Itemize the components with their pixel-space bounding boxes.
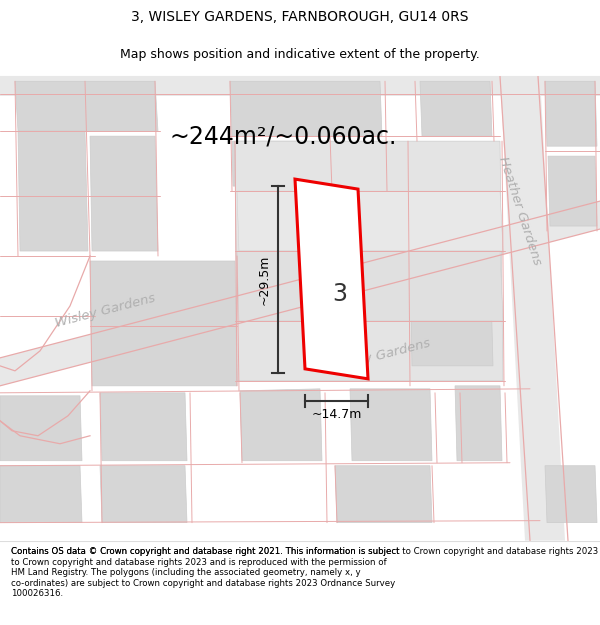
Polygon shape <box>90 261 237 386</box>
Text: 3: 3 <box>332 282 347 306</box>
Polygon shape <box>0 201 600 386</box>
Polygon shape <box>235 141 503 381</box>
Text: ~14.7m: ~14.7m <box>311 408 362 421</box>
Text: Contains OS data © Crown copyright and database right 2021. This information is : Contains OS data © Crown copyright and d… <box>11 548 400 598</box>
Polygon shape <box>0 396 82 461</box>
Polygon shape <box>500 76 565 541</box>
Text: Contains OS data © Crown copyright and database right 2021. This information is : Contains OS data © Crown copyright and d… <box>11 548 600 556</box>
Polygon shape <box>230 81 382 136</box>
Polygon shape <box>420 81 492 136</box>
Polygon shape <box>18 131 88 251</box>
Text: Heather Gardens: Heather Gardens <box>496 155 544 267</box>
Polygon shape <box>335 466 432 522</box>
Polygon shape <box>100 466 187 522</box>
Polygon shape <box>15 81 158 131</box>
Polygon shape <box>0 76 600 96</box>
Polygon shape <box>545 466 597 522</box>
Text: Wisley Gardens: Wisley Gardens <box>328 337 431 375</box>
Text: 3, WISLEY GARDENS, FARNBOROUGH, GU14 0RS: 3, WISLEY GARDENS, FARNBOROUGH, GU14 0RS <box>131 10 469 24</box>
Text: ~244m²/~0.060ac.: ~244m²/~0.060ac. <box>170 124 397 148</box>
Polygon shape <box>548 156 597 226</box>
Polygon shape <box>90 136 158 251</box>
Polygon shape <box>237 251 503 321</box>
Polygon shape <box>410 251 493 366</box>
Polygon shape <box>100 393 187 461</box>
Polygon shape <box>237 191 503 251</box>
Text: ~29.5m: ~29.5m <box>257 254 271 304</box>
Text: Map shows position and indicative extent of the property.: Map shows position and indicative extent… <box>120 48 480 61</box>
Text: Wisley Gardens: Wisley Gardens <box>53 292 157 330</box>
Polygon shape <box>295 179 368 379</box>
Polygon shape <box>545 81 597 146</box>
Polygon shape <box>455 386 502 461</box>
Polygon shape <box>0 466 82 522</box>
Polygon shape <box>232 141 332 186</box>
Polygon shape <box>350 389 432 461</box>
Polygon shape <box>240 389 322 461</box>
